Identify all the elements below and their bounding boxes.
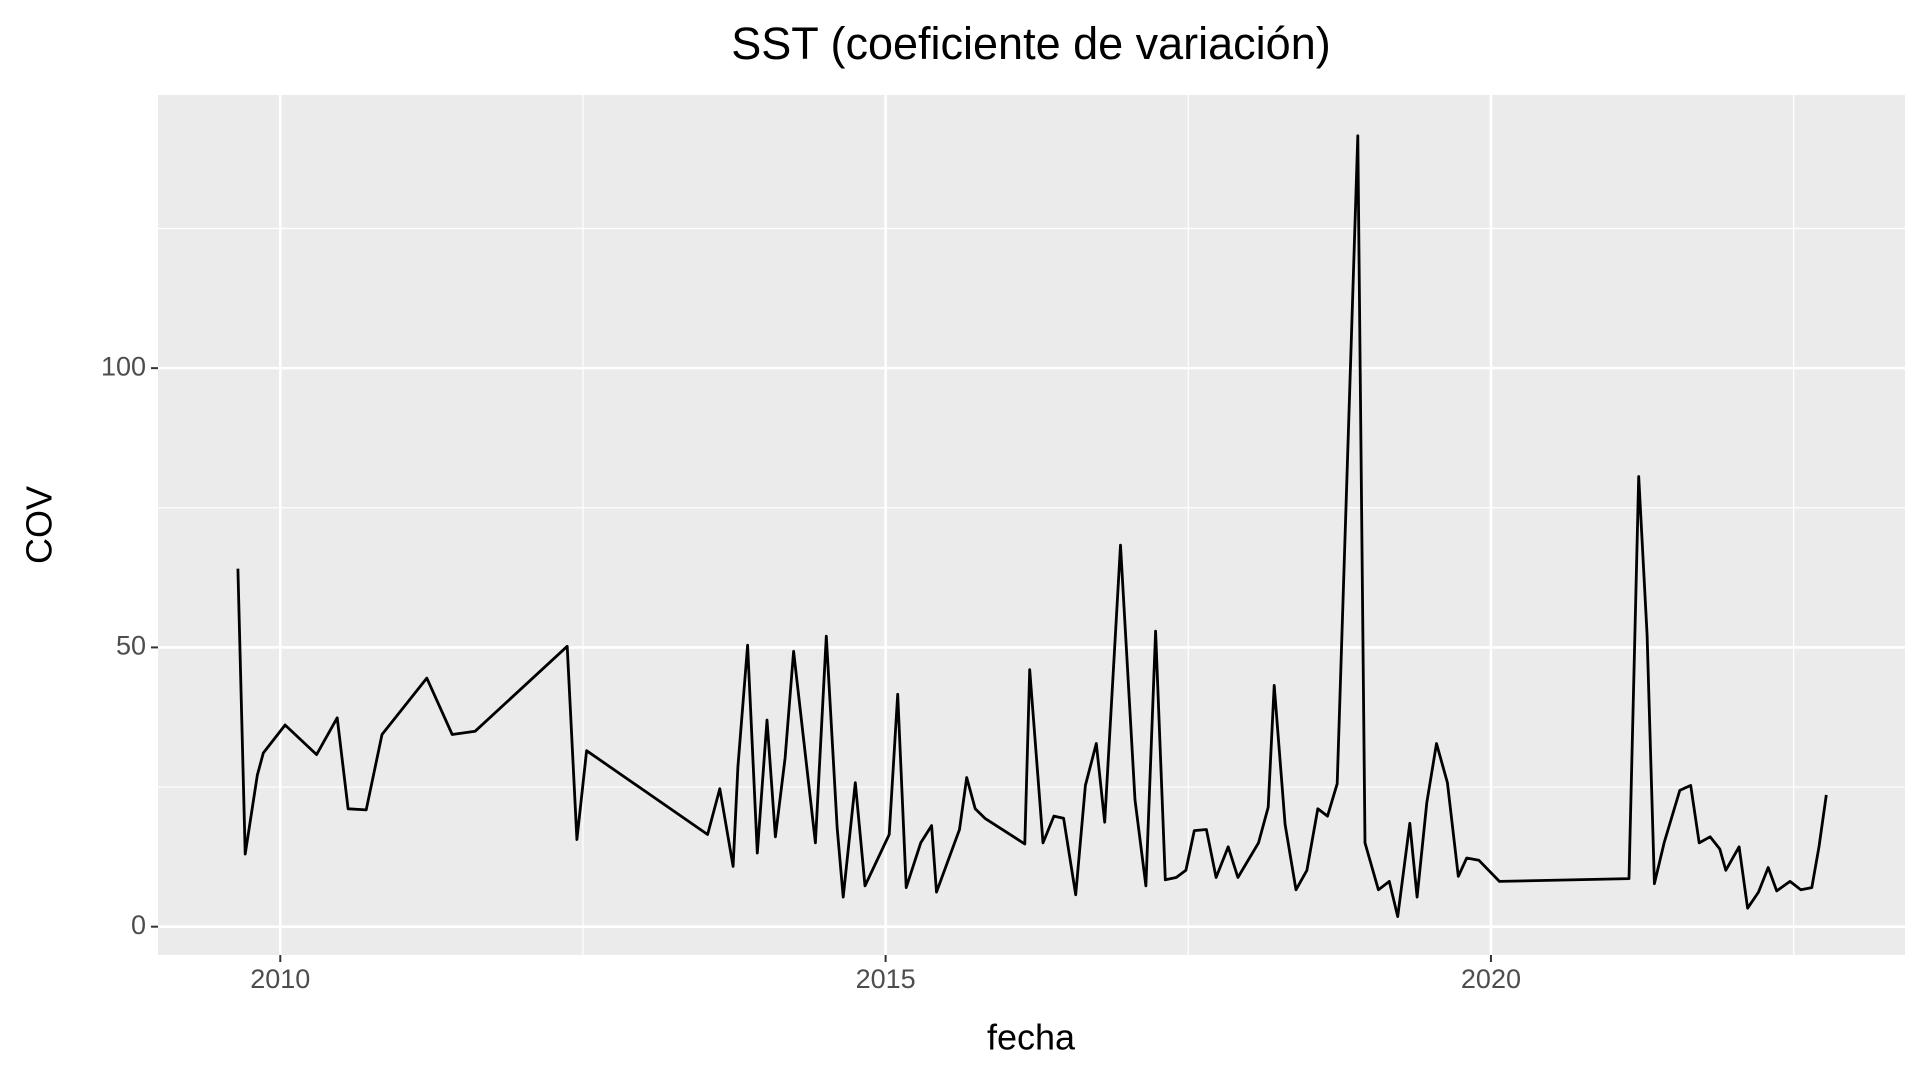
chart-title: SST (coeficiente de variación) (731, 18, 1330, 69)
panel (158, 95, 1905, 955)
line (236, 134, 1828, 918)
x-axis-title: fecha (987, 1017, 1076, 1058)
y-axis-title: COV (19, 486, 60, 564)
x-tick-label: 2010 (250, 964, 310, 994)
x-tick-label: 2020 (1461, 964, 1521, 994)
y-tick-label: 100 (101, 351, 146, 381)
x-tick-label: 2015 (856, 964, 916, 994)
y-tick-label: 0 (131, 910, 146, 940)
y-tick-label: 50 (116, 631, 146, 661)
